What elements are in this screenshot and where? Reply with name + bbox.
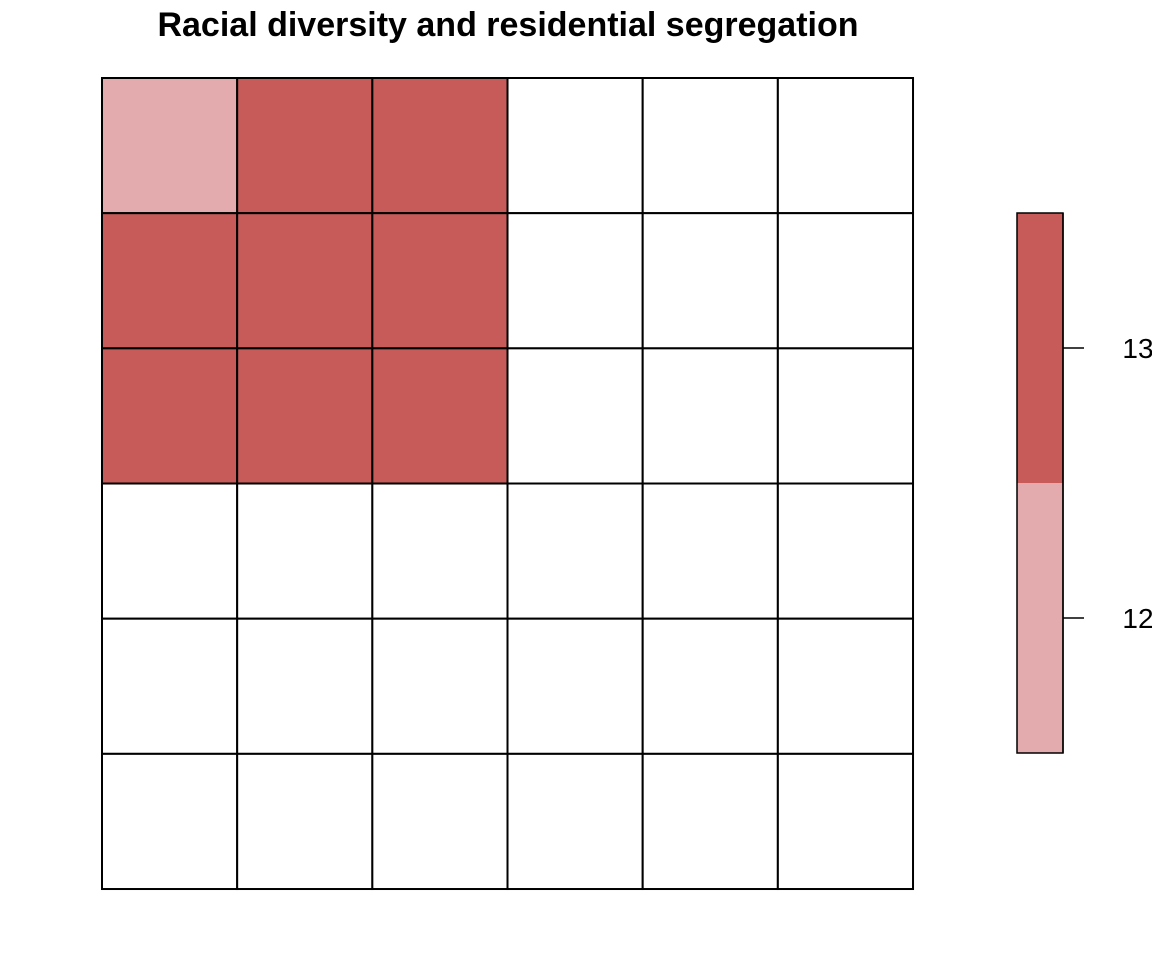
chart-title: Racial diversity and residential segrega… [157, 6, 858, 44]
heatmap-cell [101, 752, 239, 891]
legend-tick-label: 13 [1122, 333, 1152, 364]
heatmap-cell [371, 482, 509, 620]
heatmap-cell [101, 482, 239, 620]
heatmap-cell [776, 752, 915, 891]
heatmap-cell [776, 482, 915, 620]
heatmap-cell [776, 77, 915, 215]
heatmap-cell [101, 212, 239, 350]
heatmap-cell [236, 212, 374, 350]
heatmap-cell [371, 617, 509, 755]
heatmap-cell [641, 212, 779, 350]
heatmap-cell [776, 212, 915, 350]
heatmap-cell [506, 482, 644, 620]
heatmap-cell [641, 482, 779, 620]
heatmap-cell [506, 212, 644, 350]
heatmap-cell [236, 347, 374, 485]
heatmap-cell [236, 482, 374, 620]
heatmap-cell [371, 77, 509, 215]
heatmap-cell [236, 617, 374, 755]
heatmap-cell [506, 752, 644, 891]
heatmap-cell [101, 617, 239, 755]
heatmap-cell [101, 347, 239, 485]
heatmap-cell [641, 752, 779, 891]
heatmap-cell [641, 77, 779, 215]
heatmap-cell [101, 77, 239, 215]
legend-band [1017, 483, 1063, 753]
heatmap-cell [776, 617, 915, 755]
heatmap-grid [101, 77, 915, 891]
heatmap-cell [506, 617, 644, 755]
heatmap-cell [371, 752, 509, 891]
heatmap-cell [371, 347, 509, 485]
legend-tick-label: 12 [1122, 603, 1152, 634]
heatmap-cell [236, 77, 374, 215]
heatmap-cell [641, 347, 779, 485]
heatmap-cell [506, 347, 644, 485]
color-legend: 12 13 [1016, 212, 1152, 754]
legend-band [1017, 213, 1063, 483]
heatmap-cell [236, 752, 374, 891]
heatmap-cell [506, 77, 644, 215]
heatmap-cell [371, 212, 509, 350]
heatmap-cell [776, 347, 915, 485]
heatmap-cell [641, 617, 779, 755]
